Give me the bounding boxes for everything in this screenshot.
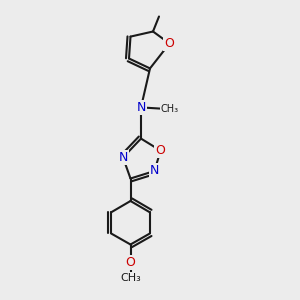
Text: N: N	[150, 164, 159, 178]
Text: CH₃: CH₃	[120, 273, 141, 284]
Text: N: N	[136, 101, 146, 114]
Text: CH₃: CH₃	[160, 103, 178, 114]
Text: O: O	[156, 144, 165, 157]
Text: N: N	[118, 151, 128, 164]
Text: O: O	[126, 256, 135, 269]
Text: O: O	[165, 37, 174, 50]
